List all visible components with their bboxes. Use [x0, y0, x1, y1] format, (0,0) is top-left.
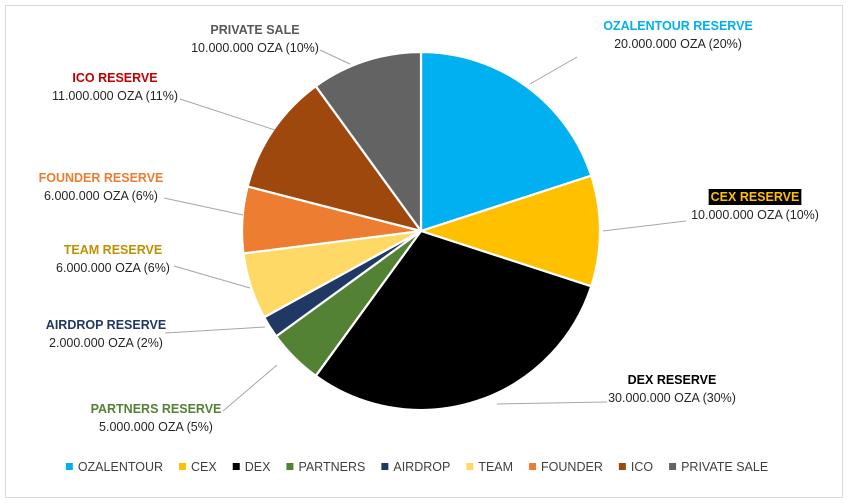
slice-label-team: TEAM RESERVE [64, 243, 162, 257]
slice-label-airdrop: AIRDROP RESERVE [46, 318, 166, 332]
pie-slice-dex [314, 229, 593, 412]
slice-label-founder: FOUNDER RESERVE [39, 171, 164, 185]
slice-label-cex: CEX RESERVE [711, 190, 800, 204]
legend-swatch-founder [529, 463, 537, 470]
pie-slice-ozalentour [419, 50, 593, 233]
legend-swatch-ozalentour [65, 463, 73, 470]
leader-line-team [173, 265, 251, 289]
leader-lines [163, 49, 687, 412]
leader-line-private-sale [319, 49, 351, 65]
slice-value-cex: 10.000.000 OZA (10%) [691, 208, 819, 222]
leader-line-ico [179, 98, 276, 131]
leader-line-cex [602, 220, 687, 232]
data-labels: OZALENTOUR RESERVE 20.000.000 OZA (20%) CE… [39, 19, 819, 434]
pie-slice-private-sale [314, 50, 423, 233]
slice-value-private-sale: 10.000.000 OZA (10%) [191, 41, 319, 55]
legend-entry-partners: PARTNERS [298, 460, 365, 474]
slice-label-ico: ICO RESERVE [72, 71, 157, 85]
legend-swatch-partners [286, 463, 294, 470]
slice-value-team: 6.000.000 OZA (6%) [56, 261, 170, 275]
slice-value-partners: 5.000.000 OZA (5%) [99, 420, 213, 434]
pie-slices [240, 50, 602, 412]
slice-label-private-sale: PRIVATE SALE [210, 23, 299, 37]
legend-entry-ozalentour: OZALENTOUR [78, 460, 163, 474]
legend-entry-founder: FOUNDER [541, 460, 603, 474]
legend-swatch-airdrop [381, 463, 389, 470]
legend-swatch-dex [232, 463, 240, 470]
legend-swatch-cex [179, 463, 187, 470]
slice-label-partners: PARTNERS RESERVE [91, 402, 222, 416]
pie-slice-cex [419, 174, 602, 288]
leader-line-founder [163, 197, 244, 216]
leader-line-ozalentour [529, 56, 578, 85]
legend-entry-cex: CEX [191, 460, 217, 474]
legend-entry-airdrop: AIRDROP [393, 460, 450, 474]
slice-value-airdrop: 2.000.000 OZA (2%) [49, 336, 163, 350]
slice-label-dex: DEX RESERVE [628, 373, 717, 387]
legend-entry-team: TEAM [478, 460, 513, 474]
legend-entry-private-sale: PRIVATE SALE [681, 460, 768, 474]
leader-line-airdrop [164, 326, 266, 334]
legend-swatch-private-sale [669, 463, 677, 470]
legend-entry-ico: ICO [631, 460, 654, 474]
slice-value-ozalentour: 20.000.000 OZA (20%) [614, 37, 742, 51]
leader-line-partners [222, 364, 278, 412]
slice-label-ozalentour: OZALENTOUR RESERVE [603, 19, 753, 33]
leader-line-dex [496, 401, 608, 405]
legend-swatch-ico [618, 463, 626, 470]
slice-label-highlight-cex [708, 189, 802, 205]
legend: OZALENTOUR CEX DEX PARTNERS AIRDROP TEAM FOUND… [65, 460, 768, 474]
slice-value-ico: 11.000.000 OZA (11%) [52, 89, 178, 103]
pie-slice-ico [246, 85, 423, 233]
slice-value-founder: 6.000.000 OZA (6%) [44, 189, 158, 203]
legend-entry-dex: DEX [245, 460, 271, 474]
slice-value-dex: 30.000.000 OZA (30%) [608, 391, 736, 405]
legend-swatch-team [466, 463, 474, 470]
